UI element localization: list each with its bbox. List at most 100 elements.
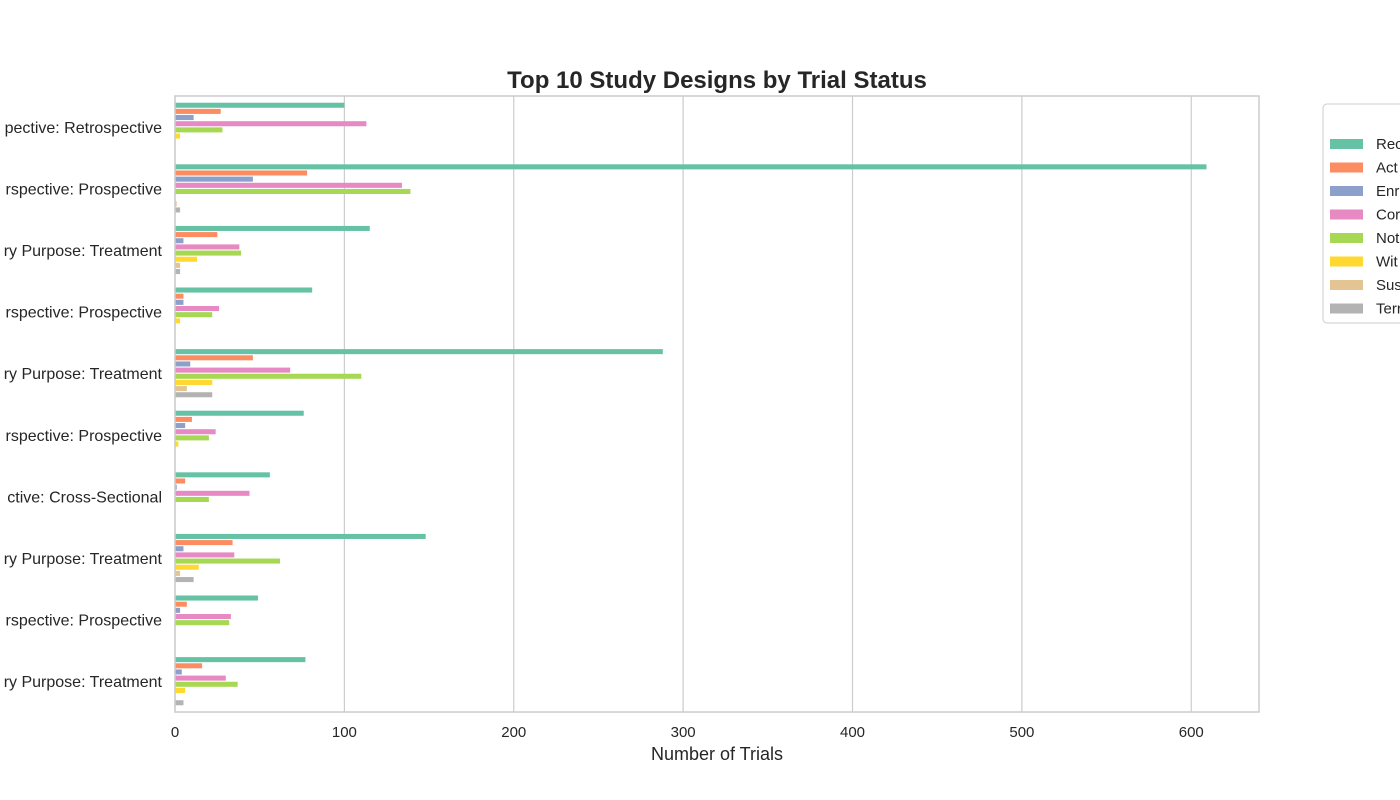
x-tick-label: 400 — [840, 724, 865, 741]
bar — [175, 170, 308, 176]
bar — [175, 121, 367, 127]
bar — [175, 675, 226, 681]
bar — [175, 373, 362, 379]
y-tick-label: ry Purpose: Treatment — [4, 674, 163, 691]
bar — [175, 423, 186, 429]
bar — [175, 687, 186, 693]
legend: Rec Act Enr Cor Not Wit Sus Terr — [1322, 103, 1400, 324]
y-tick-label: rspective: Prospective — [5, 305, 162, 322]
bar — [175, 225, 370, 231]
legend-swatch — [1330, 256, 1363, 267]
legend-swatch — [1330, 162, 1363, 173]
bar — [175, 299, 184, 305]
x-tick-labels: 0 100 200 300 400 500 600 — [171, 724, 1204, 741]
bar — [175, 312, 213, 318]
x-tick-label: 200 — [501, 724, 526, 741]
bar — [175, 669, 182, 675]
bar — [175, 133, 181, 139]
bar — [175, 250, 242, 256]
plot-frame — [174, 95, 1260, 713]
legend-entry: Rec — [1376, 136, 1400, 153]
bar — [175, 232, 218, 238]
bar — [175, 478, 186, 484]
y-tick-label: rspective: Prospective — [5, 613, 162, 630]
bar — [175, 613, 231, 620]
legend-entry: Not — [1376, 230, 1400, 247]
bar — [175, 244, 240, 250]
bar — [175, 269, 181, 275]
bar — [175, 435, 209, 441]
x-tick-label: 500 — [1009, 724, 1034, 741]
bar — [175, 182, 402, 188]
bar — [175, 164, 1207, 170]
bar — [175, 386, 187, 392]
bar — [175, 657, 306, 663]
bar — [175, 115, 194, 121]
bar — [175, 293, 184, 299]
legend-swatch — [1330, 233, 1363, 243]
y-tick-label: rspective: Prospective — [5, 181, 162, 198]
bar — [175, 361, 191, 367]
bar — [175, 564, 199, 570]
x-tick-label: 600 — [1179, 724, 1204, 741]
bar — [175, 429, 216, 435]
bar — [175, 620, 230, 626]
x-axis-label: Number of Trials — [651, 744, 783, 764]
bar — [175, 201, 177, 207]
legend-entry: Sus — [1376, 277, 1400, 294]
bars — [175, 102, 1207, 706]
y-tick-labels: pective: Retrospective rspective: Prospec… — [4, 120, 163, 691]
bar — [175, 546, 184, 552]
bar — [175, 305, 220, 312]
bar — [175, 484, 177, 490]
bar — [175, 570, 181, 576]
bar — [175, 533, 426, 539]
x-tick-label: 300 — [671, 724, 696, 741]
bar — [175, 552, 235, 558]
bar — [175, 176, 253, 182]
bar — [175, 558, 281, 564]
legend-swatch — [1330, 209, 1363, 220]
bar — [175, 367, 291, 373]
bar — [175, 349, 663, 355]
y-tick-label: ry Purpose: Treatment — [4, 366, 163, 383]
legend-entry: Enr — [1376, 183, 1399, 200]
bar — [175, 607, 181, 613]
bar — [175, 577, 194, 583]
legend-entry: Cor — [1376, 207, 1400, 224]
bar — [175, 379, 213, 385]
y-tick-label: ry Purpose: Treatment — [4, 243, 163, 260]
legend-swatch — [1330, 303, 1363, 314]
legend-entry: Wit — [1376, 254, 1398, 271]
bar — [175, 318, 181, 324]
y-tick-label: rspective: Prospective — [5, 428, 162, 445]
bar — [175, 410, 304, 416]
bar — [175, 262, 181, 268]
bar — [175, 287, 313, 293]
bar — [175, 496, 209, 502]
bar — [175, 207, 181, 213]
bar — [175, 102, 345, 108]
bar — [175, 681, 238, 687]
bar — [175, 392, 213, 398]
legend-swatch — [1330, 280, 1363, 290]
bar — [175, 490, 250, 496]
bar — [175, 256, 198, 262]
y-tick-label: ctive: Cross-Sectional — [7, 489, 162, 506]
bar — [175, 238, 184, 244]
bar — [175, 355, 253, 361]
bar — [175, 472, 270, 478]
bar — [175, 663, 203, 669]
bar — [175, 601, 187, 607]
chart-title: Top 10 Study Designs by Trial Status — [507, 67, 927, 94]
bar — [175, 595, 258, 601]
x-tick-label: 100 — [332, 724, 357, 741]
bar — [175, 441, 179, 447]
bar — [175, 108, 221, 114]
y-tick-label: pective: Retrospective — [5, 120, 163, 137]
legend-swatch — [1330, 139, 1363, 149]
bar — [175, 188, 411, 194]
grid-lines — [174, 96, 1192, 712]
bar — [175, 127, 223, 133]
